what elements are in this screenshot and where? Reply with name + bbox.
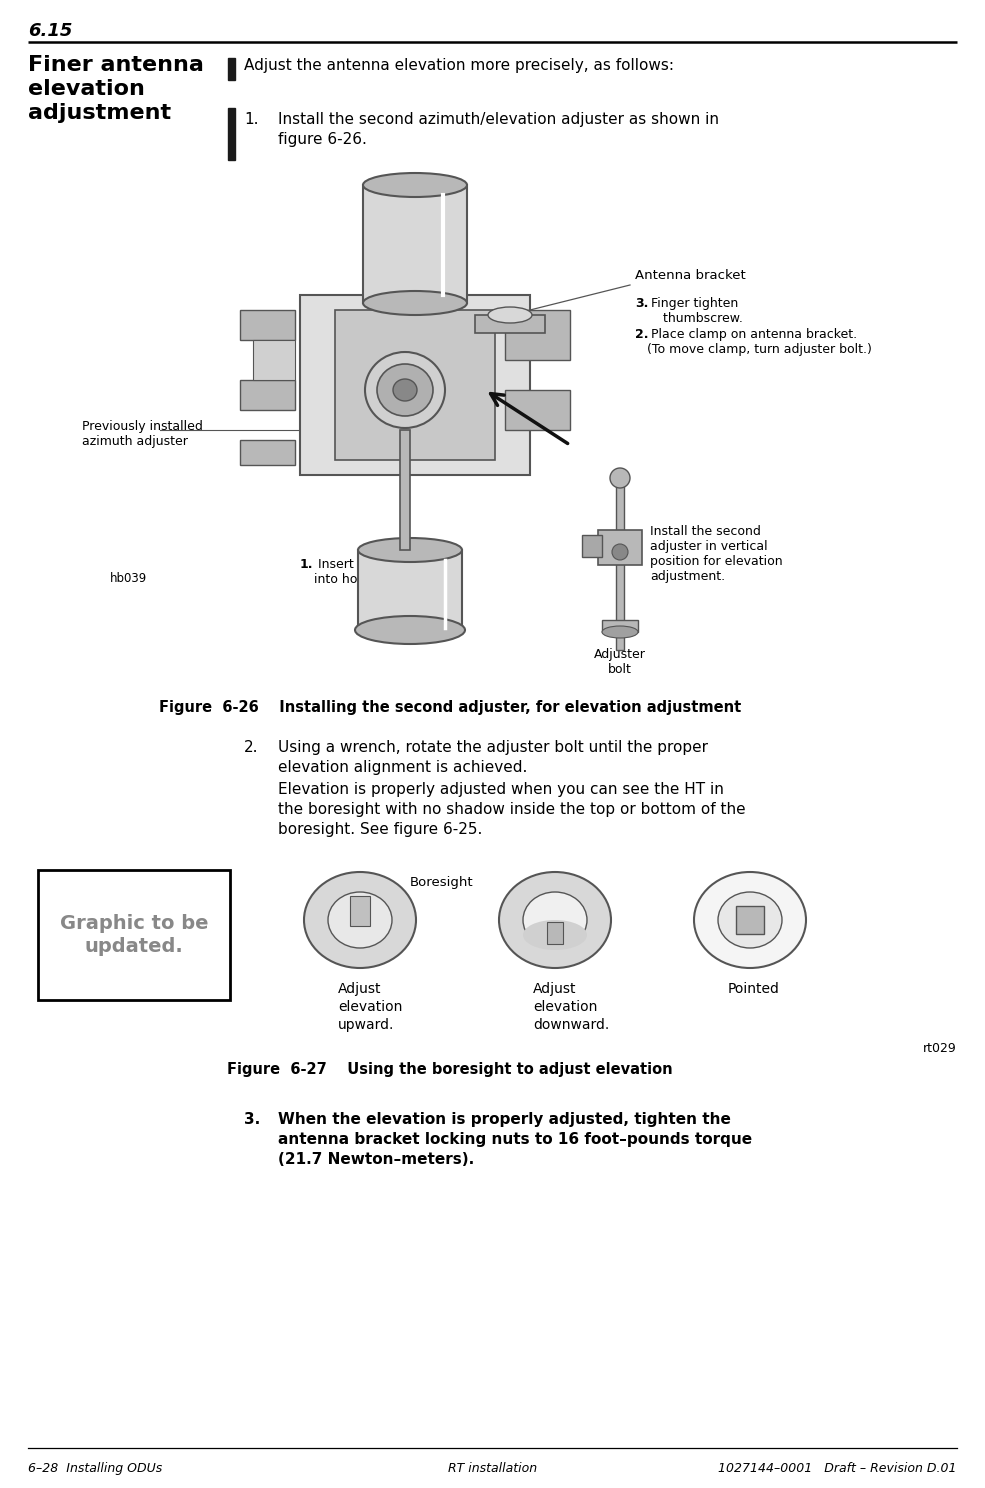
- Text: 2.: 2.: [244, 740, 258, 754]
- Bar: [335, 310, 495, 460]
- Text: Install the second
adjuster in vertical
position for elevation
adjustment.: Install the second adjuster in vertical …: [650, 525, 783, 583]
- Text: Place clamp on antenna bracket.
(To move clamp, turn adjuster bolt.): Place clamp on antenna bracket. (To move…: [647, 327, 872, 356]
- Ellipse shape: [602, 626, 638, 638]
- Bar: [400, 430, 410, 551]
- Bar: [300, 295, 530, 475]
- Text: 6.15: 6.15: [28, 22, 72, 40]
- Ellipse shape: [694, 872, 806, 969]
- Text: 1.: 1.: [300, 558, 313, 571]
- Bar: [240, 379, 295, 411]
- Text: Previously installed
azimuth adjuster: Previously installed azimuth adjuster: [82, 420, 203, 448]
- Text: 3.: 3.: [635, 298, 648, 310]
- Bar: [253, 339, 295, 379]
- Bar: [598, 530, 642, 565]
- Text: RT installation: RT installation: [448, 1463, 537, 1475]
- Ellipse shape: [499, 872, 611, 969]
- Text: Adjust
elevation
upward.: Adjust elevation upward.: [338, 982, 403, 1031]
- Ellipse shape: [523, 891, 587, 948]
- Bar: [582, 536, 602, 557]
- Ellipse shape: [488, 307, 532, 323]
- Ellipse shape: [377, 365, 433, 417]
- Bar: [505, 390, 570, 430]
- Text: Figure  6-27    Using the boresight to adjust elevation: Figure 6-27 Using the boresight to adjus…: [228, 1062, 673, 1077]
- Text: hb039: hb039: [110, 571, 147, 585]
- Text: 1.: 1.: [244, 112, 258, 126]
- Text: Antenna bracket: Antenna bracket: [635, 269, 746, 283]
- Ellipse shape: [612, 545, 628, 559]
- Text: 3.: 3.: [244, 1112, 260, 1126]
- Bar: [228, 58, 235, 80]
- Ellipse shape: [363, 292, 467, 315]
- Bar: [475, 315, 545, 333]
- Bar: [350, 896, 370, 926]
- Text: Install the second azimuth/elevation adjuster as shown in
figure 6-26.: Install the second azimuth/elevation adj…: [278, 112, 719, 147]
- Text: Elevation is properly adjusted when you can see the HT in
the boresight with no : Elevation is properly adjusted when you …: [278, 783, 746, 836]
- Text: 1027144–0001   Draft – Revision D.01: 1027144–0001 Draft – Revision D.01: [718, 1463, 957, 1475]
- Text: Boresight: Boresight: [410, 876, 474, 888]
- Ellipse shape: [328, 891, 392, 948]
- Bar: [240, 440, 295, 464]
- Ellipse shape: [523, 920, 587, 949]
- Ellipse shape: [718, 891, 782, 948]
- Ellipse shape: [358, 539, 462, 562]
- Bar: [240, 310, 295, 339]
- Text: Insert peg
into hole.: Insert peg into hole.: [314, 558, 381, 586]
- Text: Using a wrench, rotate the adjuster bolt until the proper
elevation alignment is: Using a wrench, rotate the adjuster bolt…: [278, 740, 708, 775]
- Ellipse shape: [355, 616, 465, 644]
- Bar: [38, 870, 230, 1000]
- Text: When the elevation is properly adjusted, tighten the
antenna bracket locking nut: When the elevation is properly adjusted,…: [278, 1112, 753, 1167]
- Ellipse shape: [304, 872, 416, 969]
- Bar: [547, 923, 563, 943]
- Text: 6–28  Installing ODUs: 6–28 Installing ODUs: [28, 1463, 163, 1475]
- Text: Adjust
elevation
downward.: Adjust elevation downward.: [533, 982, 610, 1031]
- Text: Pointed: Pointed: [728, 982, 780, 995]
- Ellipse shape: [365, 353, 445, 429]
- Bar: [363, 185, 467, 304]
- Bar: [505, 310, 570, 360]
- Ellipse shape: [610, 469, 630, 488]
- Text: 2.: 2.: [635, 327, 648, 341]
- Text: rt029: rt029: [923, 1042, 957, 1055]
- Text: Finer antenna
elevation
adjustment: Finer antenna elevation adjustment: [28, 55, 204, 124]
- Ellipse shape: [393, 379, 417, 400]
- Text: Figure  6-26    Installing the second adjuster, for elevation adjustment: Figure 6-26 Installing the second adjust…: [159, 699, 741, 716]
- Bar: [616, 481, 624, 650]
- Text: Finger tighten
    thumbscrew.: Finger tighten thumbscrew.: [647, 298, 743, 324]
- Text: Adjuster
bolt: Adjuster bolt: [594, 647, 646, 676]
- Bar: [736, 906, 764, 934]
- Bar: [358, 551, 462, 629]
- Bar: [602, 620, 638, 632]
- Text: Adjust the antenna elevation more precisely, as follows:: Adjust the antenna elevation more precis…: [244, 58, 674, 73]
- Ellipse shape: [363, 173, 467, 196]
- Bar: [228, 109, 235, 161]
- Text: Graphic to be
updated.: Graphic to be updated.: [60, 914, 208, 957]
